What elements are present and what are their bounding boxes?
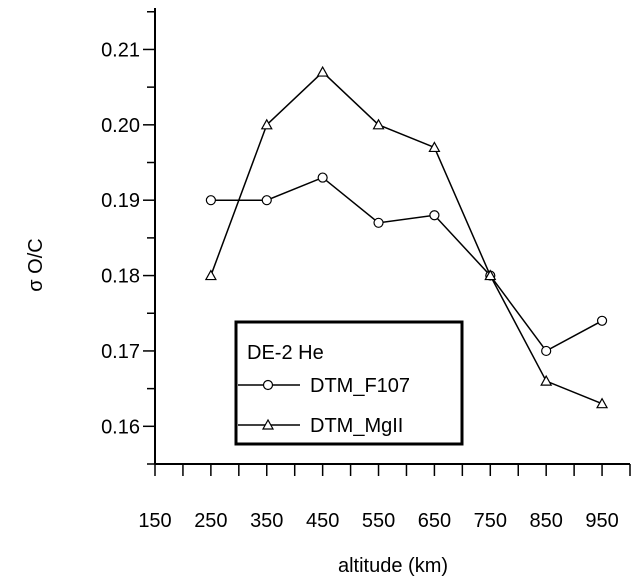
legend-entry-label: DTM_MgII	[310, 415, 403, 437]
x-tick-label: 550	[362, 510, 395, 532]
x-axis-title: altitude (km)	[338, 555, 448, 577]
data-point-dtm-mgii	[260, 118, 273, 130]
legend-title: DE-2 He	[247, 342, 324, 364]
data-point-dtm-f107	[205, 195, 216, 206]
data-point-dtm-mgii	[484, 269, 497, 281]
data-point-dtm-f107	[317, 172, 328, 183]
x-tick-label: 250	[194, 510, 227, 532]
x-tick-label: 750	[474, 510, 507, 532]
x-tick-label: 850	[529, 510, 562, 532]
data-point-dtm-mgii	[316, 65, 329, 77]
data-point-dtm-mgii	[204, 269, 217, 281]
y-tick-label: 0.20	[101, 115, 140, 137]
y-tick-label: 0.19	[101, 190, 140, 212]
axes: 150 250 350 450 550 650 750 850 950 0.16 0.17 0.18 0…	[101, 8, 631, 532]
series-line-dtm-f107	[210, 176, 603, 352]
x-tick-label: 350	[250, 510, 283, 532]
y-tick-label: 0.18	[101, 266, 140, 288]
y-axis-title: σ O/C	[25, 238, 47, 291]
data-point-dtm-f107	[261, 195, 272, 206]
y-tick-label: 0.21	[101, 39, 140, 61]
data-point-dtm-mgii	[428, 141, 441, 153]
legend-box	[234, 320, 464, 446]
series-line-dtm-mgii	[210, 71, 603, 405]
legend-entry-mgii: DTM_MgII	[238, 415, 403, 437]
legend-circle-marker	[262, 379, 274, 391]
series-layer	[204, 65, 609, 409]
data-point-dtm-mgii	[596, 397, 609, 409]
y-tick-label: 0.17	[101, 341, 140, 363]
legend: DE-2 He DTM_F107 DTM_MgII	[234, 320, 464, 446]
data-point-dtm-mgii	[372, 118, 385, 130]
data-point-dtm-f107	[429, 210, 440, 221]
x-tick-label: 450	[306, 510, 339, 532]
y-tick-label: 0.16	[101, 416, 140, 438]
data-point-dtm-mgii	[540, 374, 553, 386]
x-tick-label: 150	[138, 510, 171, 532]
legend-entry-label: DTM_F107	[310, 375, 410, 397]
legend-triangle-marker	[261, 418, 275, 430]
legend-entry-f107: DTM_F107	[238, 375, 410, 397]
x-tick-label: 650	[418, 510, 451, 532]
data-point-dtm-f107	[541, 345, 552, 357]
data-point-dtm-f107	[596, 315, 608, 326]
data-point-dtm-f107	[373, 217, 384, 228]
x-tick-label: 950	[585, 510, 618, 532]
